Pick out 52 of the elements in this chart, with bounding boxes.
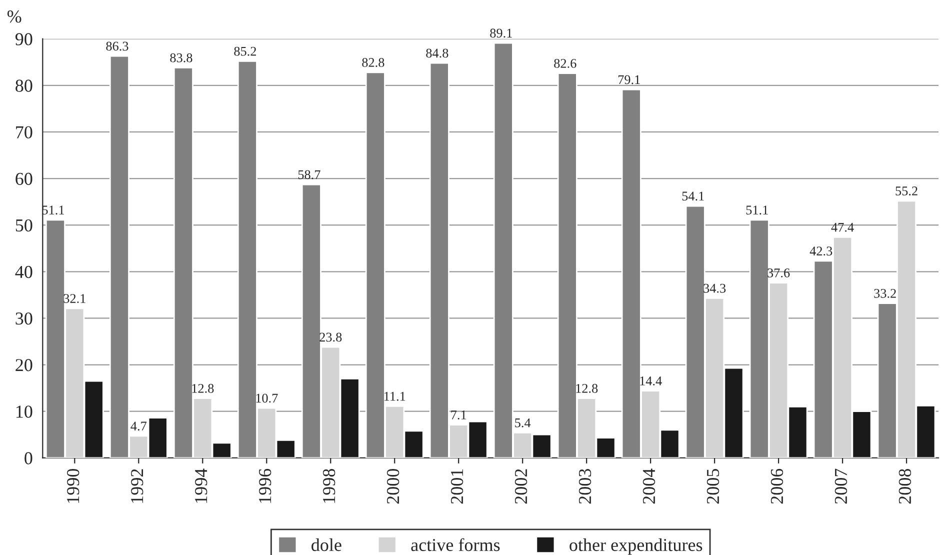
x-tick-label: 2000	[386, 468, 400, 504]
x-tick-label: 2006	[770, 468, 784, 504]
x-tick-label: 2008	[898, 468, 912, 504]
data-label: 83.8	[170, 53, 192, 62]
data-label: 86.3	[106, 42, 128, 51]
legend-label: dole	[312, 538, 342, 552]
data-label: 12.8	[192, 384, 214, 393]
data-label: 85.2	[234, 46, 256, 56]
data-label: 51.1	[746, 206, 768, 215]
data-label: 11.1	[384, 392, 406, 401]
x-tick-label: 2002	[514, 469, 528, 504]
x-tick-label: 1998	[322, 468, 336, 503]
legend-label: other expenditures	[570, 538, 702, 555]
data-label: 58.7	[298, 170, 320, 180]
x-tick-label: 2003	[578, 468, 592, 504]
y-tick-label: 90	[15, 33, 32, 46]
data-label: 10.7	[256, 394, 278, 403]
y-tick-label: 70	[16, 126, 32, 138]
x-tick-label: 2005	[706, 468, 720, 504]
data-label: 54.1	[682, 192, 704, 201]
x-tick-label: 1996	[259, 468, 272, 503]
y-tick-label: 10	[16, 406, 32, 418]
x-tick-label: 1992	[131, 469, 144, 503]
y-tick-label: 30	[16, 312, 32, 325]
data-label: 79.1	[618, 75, 640, 84]
y-tick-label: 80	[16, 80, 32, 92]
data-label: 5.4	[515, 418, 531, 428]
data-label: 82.6	[554, 58, 576, 68]
y-tick-label: 40	[15, 266, 32, 278]
data-label: 42.3	[810, 246, 832, 256]
data-label: 47.4	[831, 222, 854, 232]
legend-label: active forms	[411, 538, 500, 552]
data-label: 4.7	[130, 422, 147, 431]
data-label: 12.8	[576, 384, 598, 393]
x-tick-label: 1990	[66, 468, 80, 503]
data-label: 82.8	[362, 58, 384, 67]
y-tick-label: 50	[16, 219, 32, 232]
data-label: 55.2	[896, 186, 918, 196]
data-label: 14.4	[640, 376, 662, 386]
y-axis-title: %	[7, 10, 22, 23]
x-tick-label: 2004	[642, 468, 656, 504]
data-label: 89.1	[490, 28, 512, 38]
x-tick-label: 1994	[195, 468, 208, 503]
y-tick-label: 20	[16, 359, 32, 372]
data-label: 37.6	[768, 268, 790, 278]
data-label: 33.2	[874, 288, 896, 298]
x-tick-label: 2007	[834, 468, 848, 504]
data-label: 7.1	[451, 410, 466, 420]
x-tick-label: 2001	[450, 469, 464, 504]
data-label: 84.8	[426, 48, 448, 58]
y-tick-label: 0	[24, 452, 32, 464]
y-tick-label: 60	[16, 172, 32, 185]
